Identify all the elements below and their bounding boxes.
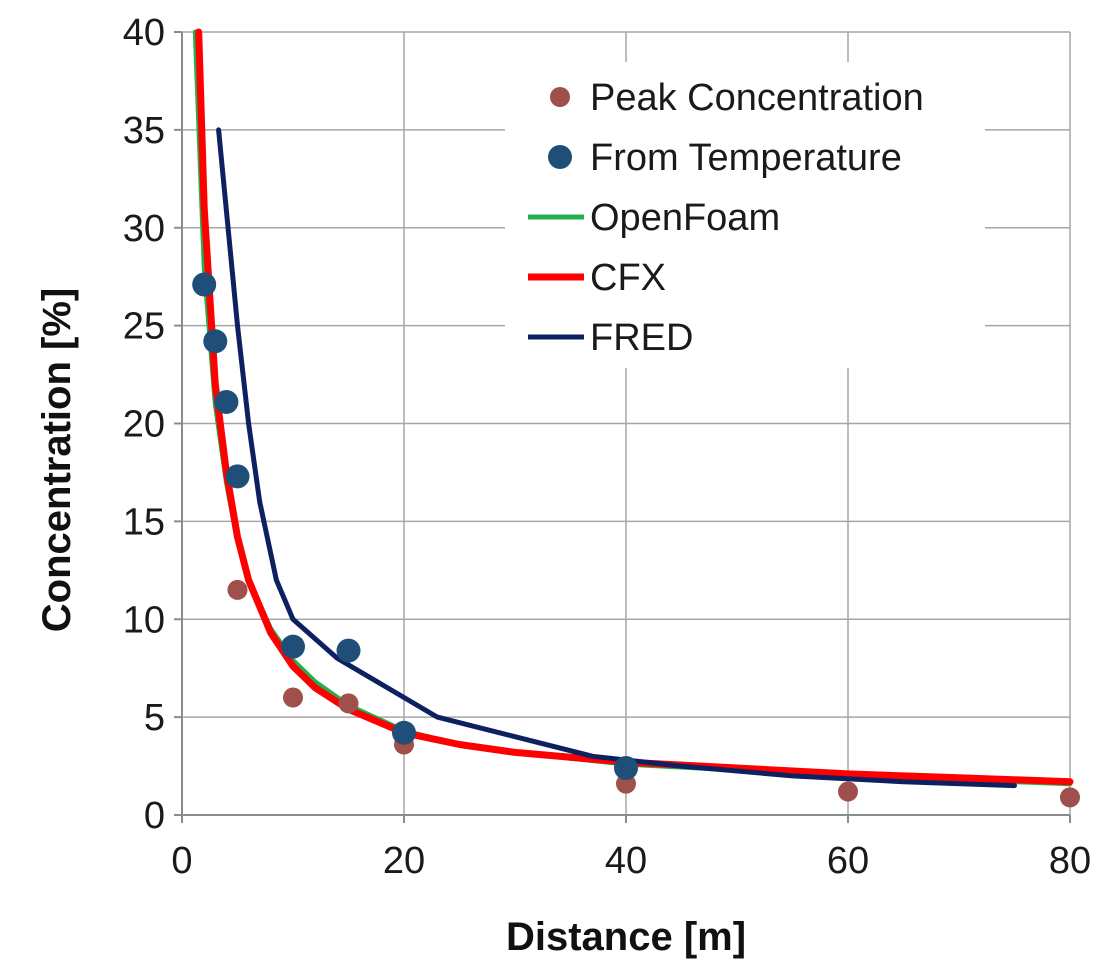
data-point-peak-concentration (838, 781, 858, 802)
x-tick-label: 20 (383, 840, 425, 882)
y-tick-label: 10 (123, 599, 165, 641)
y-tick-label: 20 (123, 404, 165, 446)
data-point-from-temperature (214, 389, 239, 414)
data-point-peak-concentration (338, 693, 359, 714)
data-point-from-temperature (281, 634, 305, 659)
data-point-from-temperature (392, 720, 416, 745)
legend-label-fred: FRED (590, 317, 693, 359)
series-line-cfx (195, 28, 1074, 786)
y-tick-label: 35 (123, 110, 165, 152)
axes (174, 31, 1071, 823)
y-tick-label: 25 (123, 306, 165, 348)
legend-marker-from-temperature (548, 145, 572, 169)
y-tick-label: 0 (144, 795, 165, 837)
data-point-from-temperature (192, 272, 217, 297)
y-tick-label: 40 (123, 12, 165, 54)
y-tick-label: 15 (123, 501, 165, 543)
grid (182, 31, 1071, 815)
y-axis-title: Concentration [%] (35, 288, 79, 632)
x-axis-title: Distance [m] (506, 915, 746, 959)
legend: Peak Concentration From Temperature OpenFo… (528, 77, 924, 359)
legend-label-cfx: CFX (590, 257, 666, 299)
data-point-peak-concentration (1060, 787, 1080, 808)
data-point-from-temperature (614, 756, 638, 781)
data-point-from-temperature (336, 638, 361, 663)
x-tick-label: 80 (1049, 840, 1091, 882)
series-lines (192, 28, 1074, 789)
legend-label-from-temperature: From Temperature (590, 137, 902, 179)
legend-label-openfoam: OpenFoam (590, 197, 780, 239)
legend-label-peak-concentration: Peak Concentration (590, 77, 924, 119)
data-point-peak-concentration (227, 579, 248, 600)
x-tick-label: 40 (605, 840, 647, 882)
legend-background (505, 62, 985, 368)
legend-marker-peak-concentration (550, 87, 570, 107)
y-tick-label: 5 (144, 697, 165, 739)
tick-labels: 0 5 10 15 20 25 30 35 40 0 20 40 60 80 (123, 12, 1091, 882)
data-point-from-temperature (225, 464, 250, 489)
x-tick-label: 0 (171, 840, 192, 882)
data-point-from-temperature (203, 329, 228, 354)
data-point-peak-concentration (283, 687, 303, 708)
series-markers (192, 272, 1080, 808)
y-tick-label: 30 (123, 208, 165, 250)
x-tick-label: 60 (827, 840, 869, 882)
series-line-fred (216, 127, 1017, 789)
